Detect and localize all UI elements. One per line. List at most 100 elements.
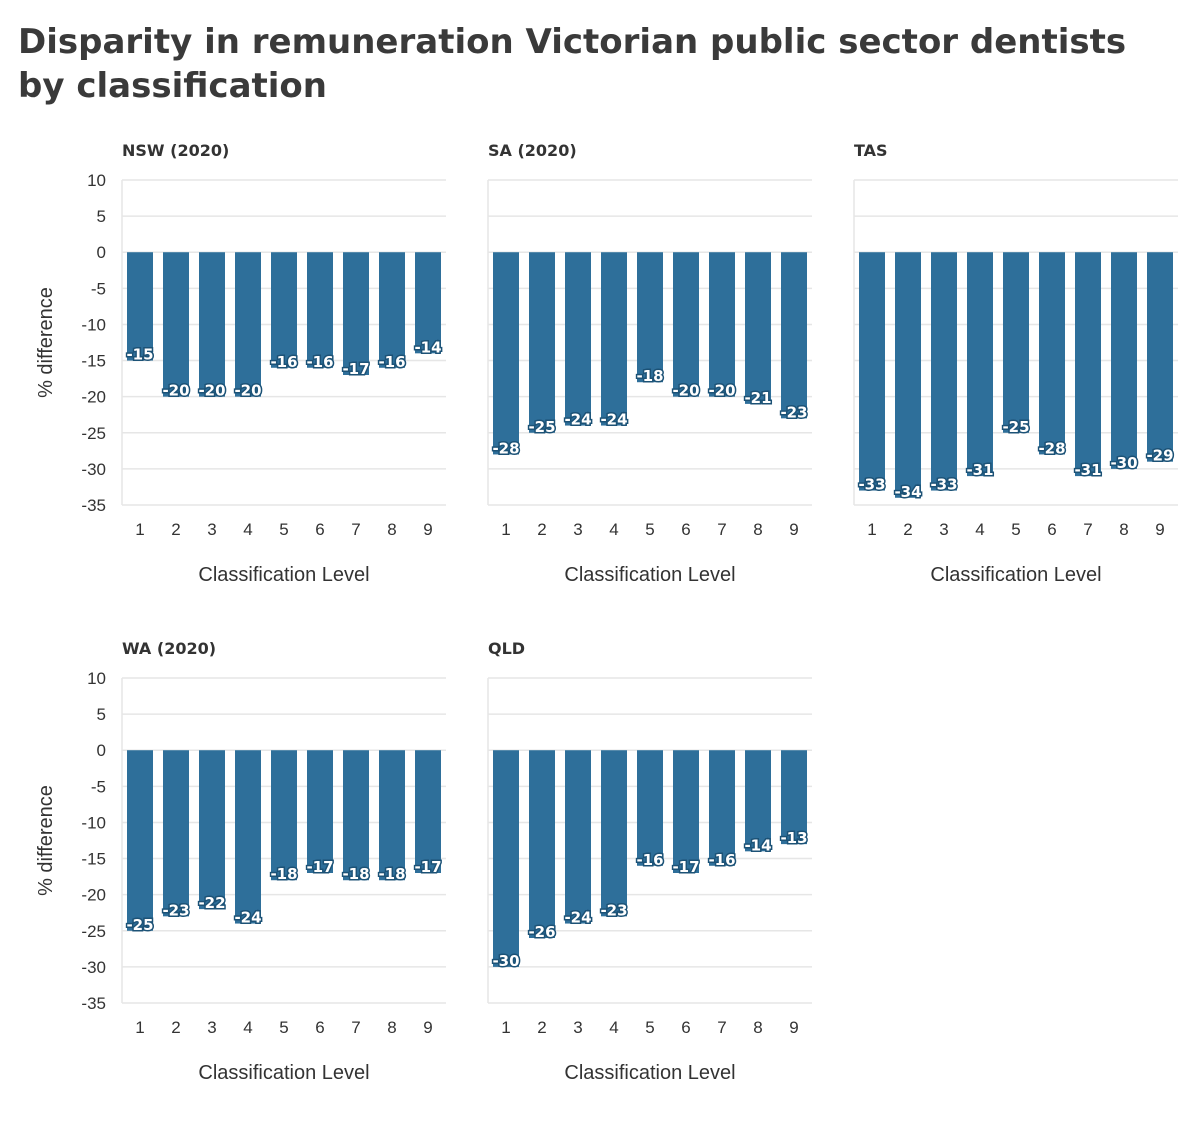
y-tick-label: -25 bbox=[81, 922, 106, 941]
x-tick-label: 8 bbox=[1119, 520, 1128, 539]
x-tick-label: 4 bbox=[609, 1018, 618, 1037]
y-tick-label: 0 bbox=[97, 243, 106, 262]
bar bbox=[673, 750, 699, 873]
bar bbox=[235, 750, 261, 924]
bar bbox=[931, 252, 957, 491]
y-tick-label: -30 bbox=[81, 460, 106, 479]
panel-title: SA (2020) bbox=[488, 141, 577, 160]
bar bbox=[781, 252, 807, 419]
y-tick-label: 5 bbox=[97, 705, 106, 724]
data-label: -14 bbox=[744, 836, 771, 854]
x-tick-label: 2 bbox=[537, 1018, 546, 1037]
data-label: -21 bbox=[744, 389, 771, 407]
bar bbox=[1039, 252, 1065, 455]
data-label: -25 bbox=[528, 418, 555, 436]
bar bbox=[271, 750, 297, 881]
data-label: -25 bbox=[1002, 418, 1029, 436]
bar bbox=[127, 750, 153, 931]
bar bbox=[1147, 252, 1173, 462]
y-axis-title: % difference bbox=[35, 785, 57, 896]
y-tick-label: -35 bbox=[81, 496, 106, 515]
y-tick-label: -5 bbox=[91, 777, 106, 796]
bar bbox=[745, 252, 771, 404]
data-label: -17 bbox=[414, 858, 441, 876]
y-tick-label: -25 bbox=[81, 424, 106, 443]
bar bbox=[637, 252, 663, 383]
y-tick-label: -5 bbox=[91, 279, 106, 298]
data-label: -23 bbox=[780, 403, 807, 421]
data-label: -16 bbox=[378, 353, 405, 371]
bar bbox=[709, 750, 735, 866]
bar bbox=[379, 750, 405, 881]
data-label: -16 bbox=[636, 851, 663, 869]
panel-qld: QLD -30 1 -26 2 -24 3 -23 4 -16 5 -17 6 -16 7 -14 8 -13 9 C… bbox=[487, 639, 812, 1084]
x-axis-title: Classification Level bbox=[198, 1062, 369, 1084]
x-tick-label: 7 bbox=[1083, 520, 1092, 539]
bar bbox=[379, 252, 405, 368]
data-label: -22 bbox=[198, 894, 225, 912]
x-tick-label: 4 bbox=[243, 520, 252, 539]
panel-title: WA (2020) bbox=[122, 639, 216, 658]
x-tick-label: 1 bbox=[135, 1018, 144, 1037]
y-tick-label: -15 bbox=[81, 352, 106, 371]
data-label: -23 bbox=[162, 901, 189, 919]
data-label: -24 bbox=[600, 411, 627, 429]
data-label: -30 bbox=[492, 952, 519, 970]
x-tick-label: 1 bbox=[501, 1018, 510, 1037]
bar bbox=[163, 252, 189, 397]
x-tick-label: 6 bbox=[681, 520, 690, 539]
data-label: -18 bbox=[270, 865, 297, 883]
bar bbox=[859, 252, 885, 491]
x-tick-label: 7 bbox=[351, 520, 360, 539]
x-axis-title: Classification Level bbox=[564, 564, 735, 586]
bar bbox=[163, 750, 189, 917]
x-axis-title: Classification Level bbox=[564, 1062, 735, 1084]
data-label: -18 bbox=[342, 865, 369, 883]
x-tick-label: 5 bbox=[279, 520, 288, 539]
panel-title: QLD bbox=[488, 639, 525, 658]
bar bbox=[709, 252, 735, 397]
y-tick-label: -20 bbox=[81, 886, 106, 905]
x-tick-label: 9 bbox=[423, 520, 432, 539]
bar bbox=[967, 252, 993, 477]
data-label: -24 bbox=[234, 909, 261, 927]
bar bbox=[565, 750, 591, 924]
data-label: -15 bbox=[126, 346, 153, 364]
bar bbox=[493, 750, 519, 967]
y-tick-label: 10 bbox=[87, 171, 106, 190]
bar bbox=[199, 252, 225, 397]
y-axis-title: % difference bbox=[35, 287, 57, 398]
data-label: -20 bbox=[162, 382, 189, 400]
x-tick-label: 5 bbox=[1011, 520, 1020, 539]
x-tick-label: 6 bbox=[315, 520, 324, 539]
x-tick-label: 2 bbox=[171, 520, 180, 539]
data-label: -24 bbox=[564, 909, 591, 927]
y-tick-label: -35 bbox=[81, 994, 106, 1013]
x-tick-label: 9 bbox=[789, 520, 798, 539]
bar bbox=[199, 750, 225, 910]
data-label: -17 bbox=[672, 858, 699, 876]
x-tick-label: 7 bbox=[351, 1018, 360, 1037]
x-tick-label: 2 bbox=[171, 1018, 180, 1037]
x-tick-label: 8 bbox=[387, 1018, 396, 1037]
y-tick-label: -10 bbox=[81, 315, 106, 334]
data-label: -20 bbox=[708, 382, 735, 400]
bar bbox=[271, 252, 297, 368]
bar bbox=[1111, 252, 1137, 469]
y-tick-label: -30 bbox=[81, 958, 106, 977]
data-label: -34 bbox=[894, 483, 921, 501]
x-axis-title: Classification Level bbox=[198, 564, 369, 586]
x-tick-label: 8 bbox=[387, 520, 396, 539]
bar bbox=[1003, 252, 1029, 433]
data-label: -13 bbox=[780, 829, 807, 847]
data-label: -23 bbox=[600, 901, 627, 919]
x-tick-label: 3 bbox=[573, 520, 582, 539]
bar bbox=[745, 750, 771, 852]
data-label: -31 bbox=[1074, 461, 1101, 479]
data-label: -20 bbox=[198, 382, 225, 400]
bar bbox=[307, 252, 333, 368]
y-tick-label: -20 bbox=[81, 388, 106, 407]
panel-wa-2020: WA (2020) 10 5 0 -5 -10 -15 -20 -25 -30 -35 % diffe… bbox=[35, 639, 446, 1084]
x-tick-label: 1 bbox=[135, 520, 144, 539]
panel-sa-2020: SA (2020) -28 1 -25 2 -24 3 -24 4 -18 5 -20 6 -20 7 -21… bbox=[487, 141, 812, 586]
